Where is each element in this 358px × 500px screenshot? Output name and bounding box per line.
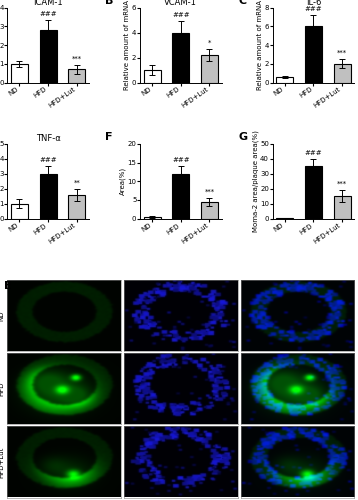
Text: ###: ###	[39, 157, 57, 163]
Y-axis label: Area(%): Area(%)	[120, 167, 126, 196]
Text: ***: ***	[204, 189, 214, 195]
Bar	[305, 166, 322, 219]
Y-axis label: Relative amount of mRNA: Relative amount of mRNA	[257, 0, 263, 90]
Title: Merge: Merge	[286, 270, 310, 279]
Y-axis label: Moma-2 area/plaque area(%): Moma-2 area/plaque area(%)	[252, 130, 259, 232]
Text: ***: ***	[337, 181, 347, 187]
Text: F: F	[106, 132, 113, 142]
Text: ###: ###	[305, 150, 322, 156]
Bar	[39, 30, 57, 82]
Bar	[201, 55, 218, 82]
Bar	[144, 70, 161, 82]
Bar	[68, 194, 85, 219]
Y-axis label: ND: ND	[0, 310, 4, 321]
Text: ***: ***	[337, 50, 347, 56]
Text: C: C	[238, 0, 246, 6]
Title: TNF-α: TNF-α	[36, 134, 61, 143]
Title: Moma2: Moma2	[50, 270, 78, 279]
Y-axis label: HFD: HFD	[0, 382, 4, 396]
Text: ***: ***	[72, 56, 82, 62]
Text: E: E	[4, 281, 11, 291]
Bar	[201, 202, 218, 219]
Text: ###: ###	[39, 10, 57, 16]
Text: ###: ###	[172, 157, 190, 163]
Bar	[39, 174, 57, 219]
Title: DAPI: DAPI	[172, 270, 190, 279]
Title: ICAM-1: ICAM-1	[33, 0, 63, 6]
Bar	[276, 218, 294, 219]
Bar	[68, 70, 85, 82]
Text: *: *	[208, 40, 211, 46]
Y-axis label: HFD+Lut: HFD+Lut	[0, 446, 4, 478]
Bar	[334, 196, 351, 219]
Title: VCAM-1: VCAM-1	[164, 0, 197, 6]
Bar	[144, 217, 161, 219]
Bar	[172, 32, 189, 82]
Text: G: G	[238, 132, 247, 142]
Text: ###: ###	[305, 6, 322, 12]
Text: B: B	[106, 0, 114, 6]
Bar	[276, 77, 294, 82]
Title: IL-6: IL-6	[306, 0, 321, 6]
Bar	[11, 64, 28, 82]
Bar	[334, 64, 351, 82]
Bar	[172, 174, 189, 219]
Bar	[305, 26, 322, 82]
Y-axis label: Relative amount of mRNA: Relative amount of mRNA	[125, 0, 130, 90]
Text: ###: ###	[172, 12, 190, 18]
Bar	[11, 204, 28, 219]
Text: **: **	[73, 180, 80, 186]
